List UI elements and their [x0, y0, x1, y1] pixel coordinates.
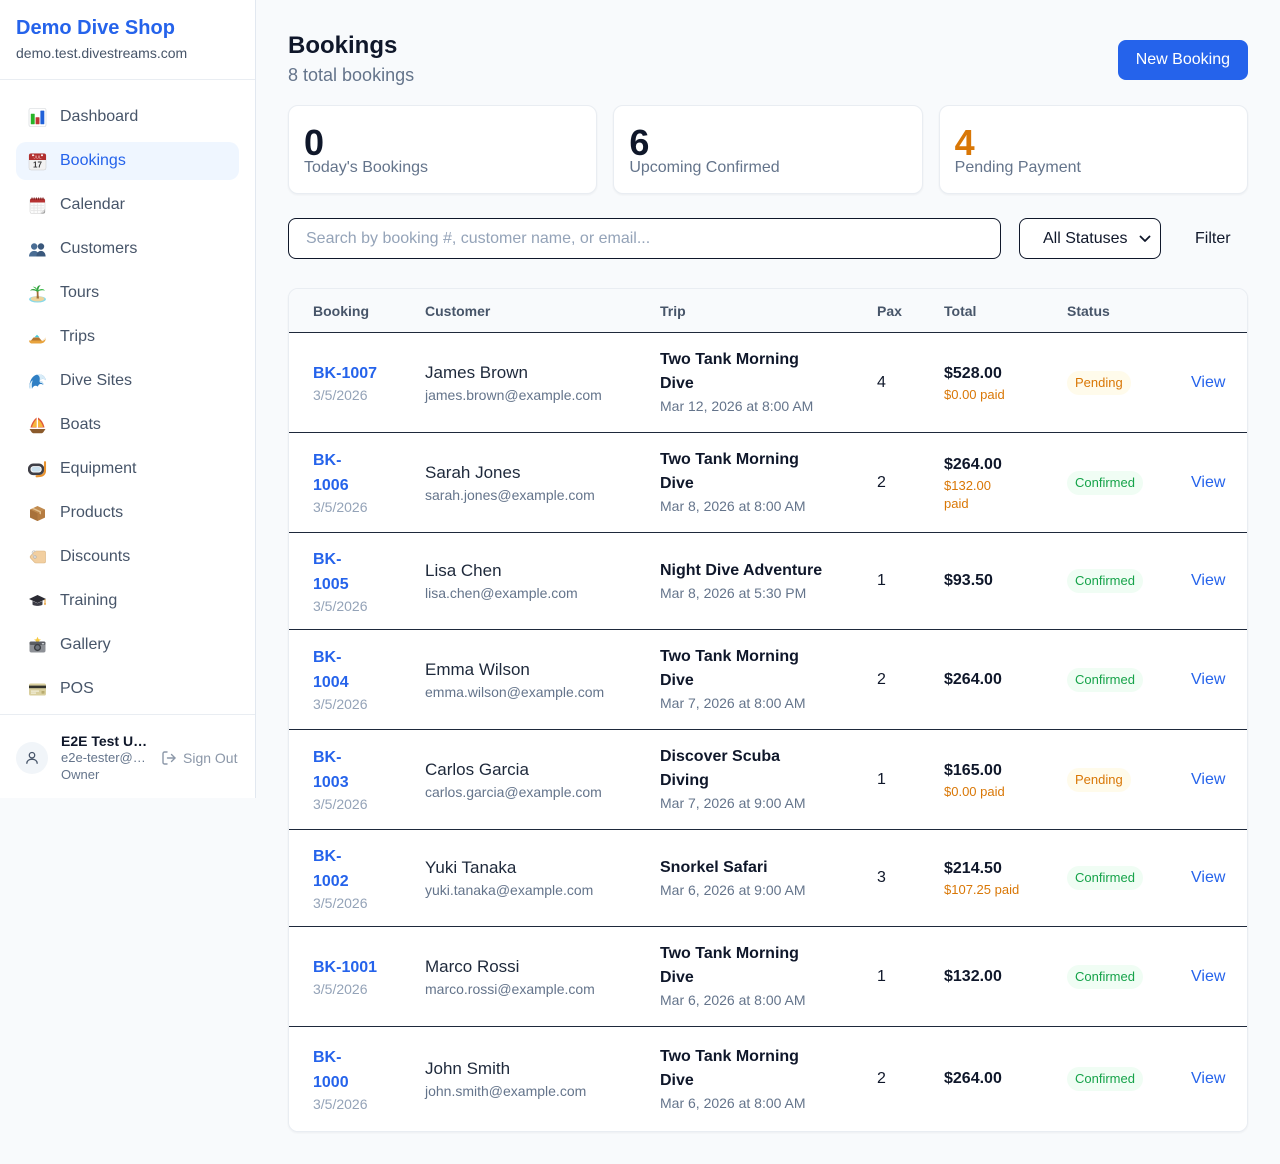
- svg-text:17: 17: [33, 160, 42, 169]
- svg-text:JUL: JUL: [33, 154, 41, 159]
